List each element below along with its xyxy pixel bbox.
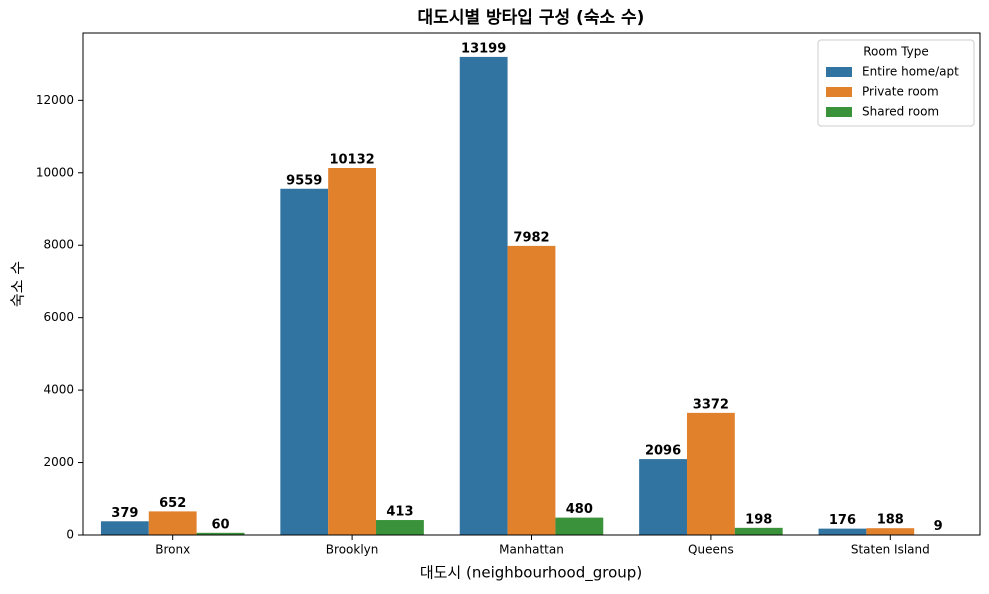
bar — [376, 520, 424, 535]
bar — [639, 459, 687, 535]
legend-label: Entire home/apt — [862, 65, 959, 79]
x-tick-label: Staten Island — [851, 543, 930, 557]
bar — [101, 521, 149, 535]
bar — [460, 57, 508, 535]
value-label: 7982 — [513, 230, 549, 245]
bar — [555, 518, 603, 535]
value-label: 652 — [159, 496, 186, 511]
y-tick-label: 6000 — [43, 310, 74, 324]
legend: Room Type Entire home/apt Private room Sha… — [818, 40, 974, 126]
value-label: 2096 — [645, 444, 681, 459]
y-tick-label: 2000 — [43, 455, 74, 469]
y-tick-label: 10000 — [36, 165, 74, 179]
value-label: 176 — [829, 513, 856, 528]
x-tick-label: Manhattan — [499, 543, 564, 557]
value-label: 3372 — [693, 397, 729, 412]
y-tick-label: 0 — [66, 528, 74, 542]
y-tick-label: 4000 — [43, 383, 74, 397]
y-tick-label: 12000 — [36, 93, 74, 107]
bar — [328, 168, 376, 535]
value-label: 480 — [566, 502, 593, 517]
value-label: 379 — [111, 506, 138, 521]
value-label: 60 — [211, 517, 229, 532]
legend-title: Room Type — [863, 45, 929, 59]
y-tick-label: 8000 — [43, 238, 74, 252]
value-label: 10132 — [329, 152, 374, 167]
legend-swatch — [826, 107, 852, 117]
x-tick-label: Brooklyn — [326, 543, 379, 557]
bar — [149, 511, 197, 535]
chart-title: 대도시별 방타입 구성 (숙소 수) — [418, 8, 645, 28]
value-label: 188 — [877, 513, 904, 528]
legend-swatch — [826, 67, 852, 77]
value-label: 413 — [386, 505, 413, 520]
legend-label: Shared room — [862, 105, 939, 119]
bar — [819, 529, 867, 535]
value-label: 9559 — [286, 173, 322, 188]
value-label: 9 — [934, 519, 943, 534]
legend-swatch — [826, 87, 852, 97]
value-label: 13199 — [461, 41, 506, 56]
x-tick-label: Bronx — [155, 543, 190, 557]
bar — [280, 189, 328, 535]
legend-label: Private room — [862, 85, 939, 99]
x-tick-label: Queens — [688, 543, 734, 557]
bar — [508, 246, 556, 535]
x-axis-label: 대도시 (neighbourhood_group) — [420, 564, 642, 583]
bar — [687, 413, 735, 535]
bar — [866, 528, 914, 535]
bar — [735, 528, 783, 535]
value-label: 198 — [745, 512, 772, 527]
y-axis-label: 숙소 수 — [9, 261, 27, 307]
